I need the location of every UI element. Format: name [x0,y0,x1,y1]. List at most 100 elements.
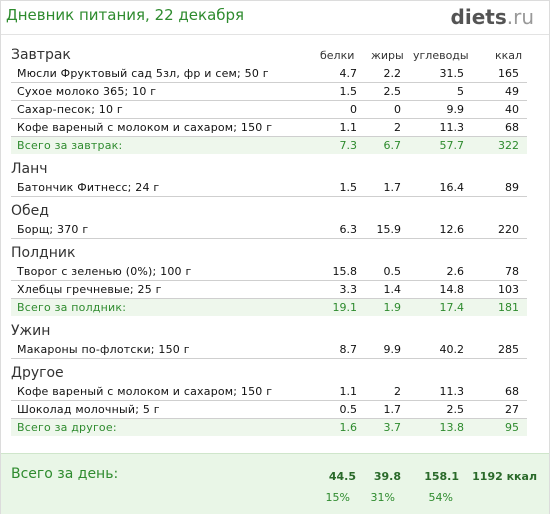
food-row[interactable]: Кофе вареный с молоком и сахаром; 150 г … [11,383,527,401]
carbs-total: 17.4 [439,301,465,314]
food-row[interactable]: Сухое молоко 365; 10 г 1.5 2.5 5 49 [11,83,527,101]
logo-tld: .ru [506,5,534,29]
fat-total: 1.9 [383,301,402,314]
protein-total: 1.6 [339,421,358,434]
section-title-dinner: Обед [11,203,49,219]
food-name: Мюсли Фруктовый сад 5зл, фр и сем; 50 г [17,67,269,80]
protein-value: 1.1 [339,385,358,398]
section-title-lunch: Ланч [11,161,48,177]
site-logo[interactable]: diets.ru [451,5,534,29]
protein-value: 0.5 [339,403,358,416]
carbs-value: 9.9 [446,103,465,116]
section-title-breakfast: Завтрак [11,47,71,63]
fat-value: 9.9 [383,343,402,356]
section-title-supper: Ужин [11,323,51,339]
food-name: Хлебцы гречневые; 25 г [17,283,162,296]
protein-total: 7.3 [339,139,358,152]
food-name: Творог с зеленью (0%); 100 г [17,265,192,278]
protein-value: 8.7 [339,343,358,356]
carbs-value: 31.5 [439,67,465,80]
carbs-value: 14.8 [439,283,465,296]
protein-value: 3.3 [339,283,358,296]
section-total-snack: Всего за полдник: 19.1 1.9 17.4 181 [11,299,527,316]
total-label: Всего за полдник: [17,301,127,314]
kcal-total: 322 [498,139,519,152]
food-name: Кофе вареный с молоком и сахаром; 150 г [17,121,273,134]
day-carbs-total: 158.1 [424,470,459,483]
day-protein-total: 44.5 [328,470,356,483]
kcal-value: 220 [498,223,519,236]
fat-value: 15.9 [376,223,402,236]
food-name: Кофе вареный с молоком и сахаром; 150 г [17,385,273,398]
kcal-value: 40 [505,103,519,116]
food-name: Макароны по-флотски; 150 г [17,343,190,356]
total-label: Всего за завтрак: [17,139,123,152]
kcal-value: 68 [505,121,519,134]
day-total-box: Всего за день: 44.5 39.8 158.1 1192 ккал… [1,453,549,514]
food-row[interactable]: Батончик Фитнесс; 24 г 1.5 1.7 16.4 89 [11,179,527,197]
column-header-fat: жиры [371,49,404,62]
section-title-other: Другое [11,365,64,381]
food-row[interactable]: Творог с зеленью (0%); 100 г 15.8 0.5 2.… [11,263,527,281]
column-header-carbs: углеводы [413,49,469,62]
carbs-value: 11.3 [439,385,465,398]
protein-value: 1.1 [339,121,358,134]
protein-value: 1.5 [339,181,358,194]
day-kcal-total: 1192 ккал [472,470,537,483]
fat-value: 1.7 [383,403,402,416]
kcal-value: 89 [505,181,519,194]
carbs-value: 2.6 [446,265,465,278]
protein-value: 4.7 [339,67,358,80]
kcal-value: 78 [505,265,519,278]
column-header-protein: белки [320,49,355,62]
fat-total: 3.7 [383,421,402,434]
food-name: Сахар-песок; 10 г [17,103,123,116]
food-name: Сухое молоко 365; 10 г [17,85,157,98]
food-row[interactable]: Мюсли Фруктовый сад 5зл, фр и сем; 50 г … [11,65,527,83]
section-total-other: Всего за другое: 1.6 3.7 13.8 95 [11,419,527,436]
fat-value: 0 [394,103,401,116]
food-row[interactable]: Борщ; 370 г 6.3 15.9 12.6 220 [11,221,527,239]
day-protein-percent: 15% [325,491,350,504]
food-name: Шоколад молочный; 5 г [17,403,160,416]
food-name: Батончик Фитнесс; 24 г [17,181,160,194]
section-total-breakfast: Всего за завтрак: 7.3 6.7 57.7 322 [11,137,527,154]
section-title-snack: Полдник [11,245,76,261]
kcal-total: 95 [505,421,519,434]
food-name: Борщ; 370 г [17,223,89,236]
kcal-value: 49 [505,85,519,98]
total-label: Всего за другое: [17,421,117,434]
day-fat-percent: 31% [370,491,395,504]
food-row[interactable]: Хлебцы гречневые; 25 г 3.3 1.4 14.8 103 [11,281,527,299]
fat-value: 0.5 [383,265,402,278]
fat-total: 6.7 [383,139,402,152]
food-row[interactable]: Сахар-песок; 10 г 0 0 9.9 40 [11,101,527,119]
day-carbs-percent: 54% [428,491,453,504]
protein-value: 1.5 [339,85,358,98]
carbs-total: 13.8 [439,421,465,434]
carbs-total: 57.7 [439,139,465,152]
kcal-value: 285 [498,343,519,356]
food-row[interactable]: Шоколад молочный; 5 г 0.5 1.7 2.5 27 [11,401,527,419]
protein-value: 6.3 [339,223,358,236]
kcal-value: 165 [498,67,519,80]
carbs-value: 2.5 [446,403,465,416]
logo-main: diets [450,5,507,29]
protein-value: 15.8 [332,265,358,278]
food-row[interactable]: Кофе вареный с молоком и сахаром; 150 г … [11,119,527,137]
carbs-value: 16.4 [439,181,465,194]
kcal-value: 27 [505,403,519,416]
protein-value: 0 [350,103,357,116]
carbs-value: 40.2 [439,343,465,356]
kcal-total: 181 [498,301,519,314]
page-title: Дневник питания, 22 декабря [6,6,245,24]
fat-value: 2 [394,121,401,134]
carbs-value: 11.3 [439,121,465,134]
fat-value: 1.7 [383,181,402,194]
day-fat-total: 39.8 [373,470,401,483]
carbs-value: 5 [457,85,464,98]
header-divider [1,34,549,35]
carbs-value: 12.6 [439,223,465,236]
food-row[interactable]: Макароны по-флотски; 150 г 8.7 9.9 40.2 … [11,341,527,359]
